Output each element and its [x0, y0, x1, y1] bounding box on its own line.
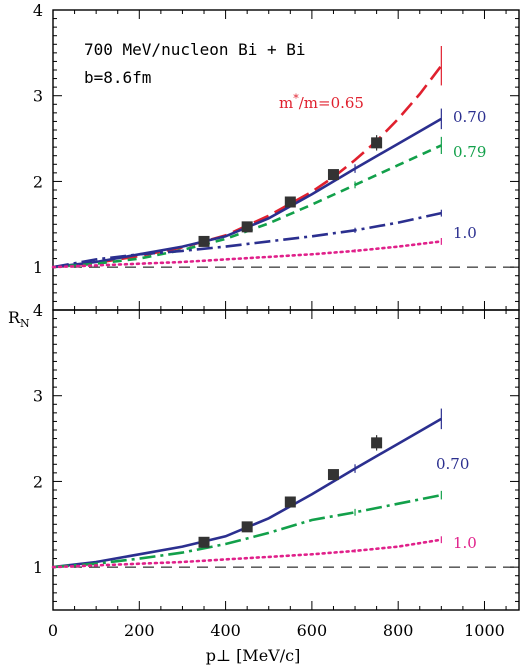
top-y-tick-label: 1	[33, 258, 43, 277]
bottom-y-tick-label: 2	[33, 472, 43, 491]
y-axis-label-main: R	[8, 308, 21, 327]
top-series-line-magenta	[51, 240, 443, 269]
bottom-data-point	[327, 469, 339, 481]
bottom-data-point	[241, 521, 253, 533]
top-series-line-1.0	[52, 211, 442, 269]
top-y-tick-label: 3	[33, 87, 43, 106]
bottom-data-point	[371, 437, 383, 449]
bottom-y-tick-label: 1	[33, 558, 43, 577]
top-panel: 1 2 3 4 700 MeV/nucleon Bi + Bi b=8.6fm m*/m=0…	[33, 1, 520, 311]
bottom-panel: 0 200 400 600 800 1000 1 2 3 4 0.70 1.0	[33, 301, 520, 640]
top-series-label: m*/m=0.65	[279, 92, 364, 112]
x-tick-label: 0	[48, 621, 58, 640]
top-series-label: 0.70	[453, 108, 486, 126]
x-axis-label: p⊥ [MeV/c]	[206, 646, 301, 665]
bottom-data-point	[284, 496, 296, 508]
top-data-point	[284, 196, 296, 208]
top-data-point	[241, 221, 253, 233]
annotation-impact-parameter: b=8.6fm	[84, 68, 151, 87]
bottom-data-point	[198, 536, 210, 548]
top-series-label: 1.0	[453, 224, 477, 242]
top-series-label: 0.79	[453, 143, 486, 161]
top-y-tick-label: 2	[33, 172, 43, 191]
bottom-series-line-green	[52, 493, 442, 569]
bottom-series-line-1.0	[51, 538, 443, 569]
top-series-line-mm0.65	[52, 64, 443, 269]
annotation-system: 700 MeV/nucleon Bi + Bi	[84, 40, 306, 59]
top-y-tick-label: 4	[33, 1, 43, 20]
y-axis-label-subscript: N	[20, 317, 30, 330]
bottom-series-label: 0.70	[436, 455, 469, 473]
bottom-y-tick-label: 3	[33, 387, 43, 406]
x-tick-label: 1000	[464, 621, 505, 640]
x-tick-label: 800	[383, 621, 414, 640]
bottom-series-line-0.70	[52, 417, 442, 569]
bottom-plot-frame	[52, 309, 520, 611]
y-axis-label: RN	[8, 308, 30, 330]
top-data-point	[198, 235, 210, 247]
top-data-point	[327, 169, 339, 181]
bottom-series-label: 1.0	[453, 534, 477, 552]
bottom-y-tick-label: 4	[33, 301, 43, 320]
x-tick-label: 600	[297, 621, 328, 640]
top-data-point	[371, 137, 383, 149]
x-tick-label: 200	[124, 621, 155, 640]
x-tick-label: 400	[210, 621, 241, 640]
